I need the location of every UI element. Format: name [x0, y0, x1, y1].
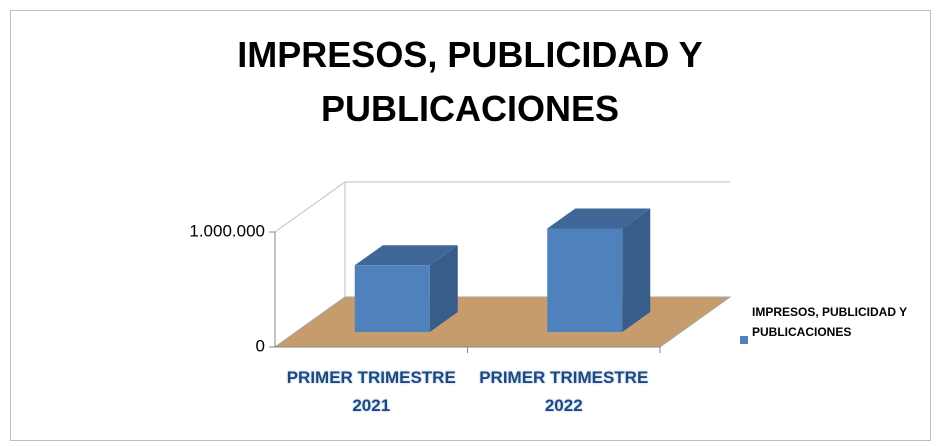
bar-top [547, 208, 651, 229]
bar [354, 265, 430, 332]
legend-swatch [740, 336, 748, 344]
bar-side [429, 245, 458, 332]
x-tick-label: PRIMER TRIMESTRE 2022 [479, 368, 649, 415]
chart-border [10, 10, 931, 441]
bar-top [354, 245, 458, 266]
floor [273, 296, 732, 348]
grid-line [274, 181, 730, 233]
chart-title: IMPRESOS, PUBLICIDAD Y PUBLICACIONES [237, 34, 703, 129]
bar-side [622, 208, 651, 332]
y-tick-label: 1.000.000 [189, 221, 265, 240]
y-tick-label: 0 [256, 336, 265, 355]
bar [547, 228, 623, 332]
x-tick-label: PRIMER TRIMESTRE 2021 [286, 368, 456, 415]
legend-label: IMPRESOS, PUBLICIDAD Y PUBLICACIONES [752, 305, 907, 339]
